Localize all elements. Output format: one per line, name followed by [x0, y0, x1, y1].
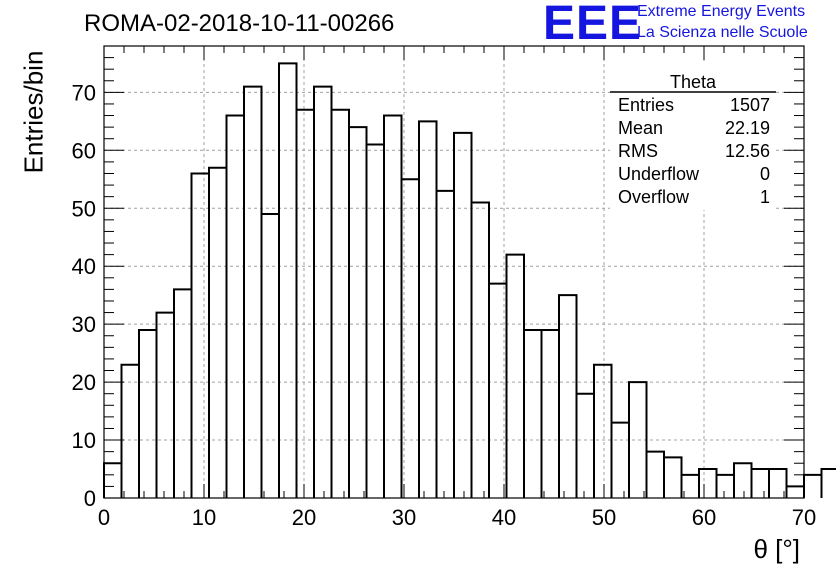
histogram-bin — [645, 450, 665, 498]
plot-title: ROMA-02-2018-10-11-00266 — [84, 10, 395, 37]
histogram-bin — [173, 288, 193, 498]
histogram-bin — [803, 473, 823, 498]
stats-row-label: Entries — [618, 95, 674, 115]
histogram-bin — [383, 114, 403, 498]
y-tick-label: 10 — [72, 428, 96, 453]
histogram-bin — [558, 294, 578, 498]
histogram-bin — [295, 108, 315, 498]
histogram-bin — [593, 363, 613, 498]
histogram-bin — [208, 166, 228, 498]
histogram-bin — [190, 172, 210, 498]
y-tick-label: 40 — [72, 254, 96, 279]
stats-row-value: 1507 — [730, 95, 770, 115]
histogram-bin — [715, 473, 735, 498]
histogram-bin — [698, 468, 718, 498]
stats-box — [610, 64, 776, 210]
logo-tagline-2: La Scienza nelle Scuole — [637, 24, 808, 41]
plot-frame — [103, 45, 805, 499]
histogram-bin — [348, 126, 368, 498]
histogram-bin — [313, 85, 333, 498]
x-tick-label: 0 — [98, 505, 110, 530]
histogram-bin — [260, 213, 280, 498]
x-axis-label: θ [°] — [753, 534, 800, 564]
x-tick-label: 20 — [292, 505, 316, 530]
histogram-bin — [505, 253, 525, 498]
histogram-bin — [663, 456, 683, 498]
histogram-bin — [628, 381, 648, 498]
eee-logo: EEE — [543, 0, 643, 50]
histogram-bin — [418, 120, 438, 498]
histogram-bin — [768, 468, 788, 498]
y-tick-label: 0 — [84, 486, 96, 511]
x-tick-label: 40 — [492, 505, 516, 530]
histogram-bin — [243, 85, 263, 498]
y-tick-label: 70 — [72, 80, 96, 105]
histogram-bin — [540, 328, 560, 498]
logo-tagline-1: Extreme Energy Events — [637, 3, 806, 20]
y-tick-label: 50 — [72, 196, 96, 221]
histogram-bin — [610, 421, 630, 498]
x-tick-label: 60 — [692, 505, 716, 530]
x-tick-label: 10 — [192, 505, 216, 530]
x-tick-label: 30 — [392, 505, 416, 530]
stats-row-label: Overflow — [618, 187, 690, 207]
stats-row-label: Underflow — [618, 164, 700, 184]
histogram-bin — [120, 363, 140, 498]
y-tick-label: 20 — [72, 370, 96, 395]
histogram-bin — [785, 485, 805, 498]
y-tick-label: 30 — [72, 312, 96, 337]
histogram-bin — [103, 462, 123, 498]
histogram-bin — [575, 392, 595, 498]
histogram-bin — [138, 328, 158, 498]
stats-row-label: Mean — [618, 118, 663, 138]
histogram-bin — [225, 114, 245, 498]
stats-row-label: RMS — [618, 141, 658, 161]
histogram-bin — [155, 311, 175, 498]
histogram-bin — [733, 462, 753, 498]
histogram-bin — [365, 143, 385, 498]
stats-row-value: 12.56 — [725, 141, 770, 161]
stats-title: Theta — [670, 72, 717, 92]
histogram-bin — [435, 189, 455, 498]
histogram-bin — [820, 468, 836, 498]
x-tick-label: 50 — [592, 505, 616, 530]
histogram-bin — [470, 201, 490, 498]
histogram-bin — [278, 62, 298, 498]
histogram-series — [103, 62, 836, 498]
y-tick-label: 60 — [72, 138, 96, 163]
histogram-bin — [453, 131, 473, 498]
stats-row-value: 1 — [760, 187, 770, 207]
x-tick-label: 70 — [792, 505, 816, 530]
stats-row-value: 22.19 — [725, 118, 770, 138]
stats-row-value: 0 — [760, 164, 770, 184]
histogram-bin — [523, 328, 543, 498]
histogram-bin — [750, 468, 770, 498]
